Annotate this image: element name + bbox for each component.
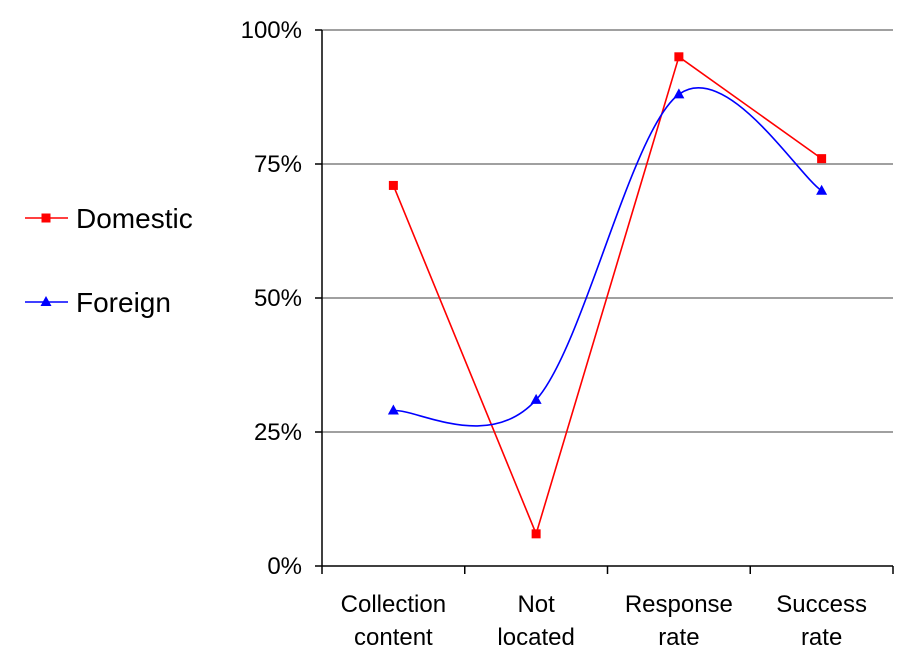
x-tick-label: Collection content bbox=[341, 591, 446, 651]
gridlines bbox=[322, 29, 893, 433]
domestic-data-point bbox=[817, 154, 827, 164]
x-tick-label: Not located bbox=[497, 591, 574, 651]
domestic-data-point bbox=[531, 529, 541, 539]
legend-foreign-marker bbox=[40, 296, 52, 306]
y-tick-labels: 0% 25% 50% 75% 100% bbox=[241, 17, 302, 580]
legend-foreign-label: Foreign bbox=[76, 287, 171, 318]
domestic-data-point bbox=[388, 180, 398, 190]
foreign-data-point bbox=[530, 393, 542, 404]
foreign-data-point bbox=[816, 184, 828, 195]
domestic-data-point bbox=[674, 52, 684, 62]
legend-domestic-marker bbox=[41, 213, 51, 223]
y-tick-label: 25% bbox=[254, 419, 302, 446]
foreign-data-point bbox=[673, 88, 685, 99]
legend-domestic-label: Domestic bbox=[76, 203, 193, 234]
legend: Domestic Foreign bbox=[25, 203, 193, 318]
x-tick-label: Success rate bbox=[776, 591, 867, 651]
foreign-series-line bbox=[393, 87, 823, 427]
axes bbox=[315, 29, 894, 574]
y-tick-label: 75% bbox=[254, 151, 302, 178]
x-tick-labels: Collection content Not located Response rate S… bbox=[341, 591, 867, 651]
y-tick-label: 50% bbox=[254, 285, 302, 312]
foreign-data-point bbox=[387, 404, 399, 415]
series-lines bbox=[387, 52, 828, 539]
y-tick-label: 100% bbox=[241, 17, 302, 44]
x-tick-label: Response rate bbox=[625, 591, 733, 651]
y-tick-label: 0% bbox=[267, 553, 302, 580]
domestic-series-line bbox=[392, 55, 823, 537]
